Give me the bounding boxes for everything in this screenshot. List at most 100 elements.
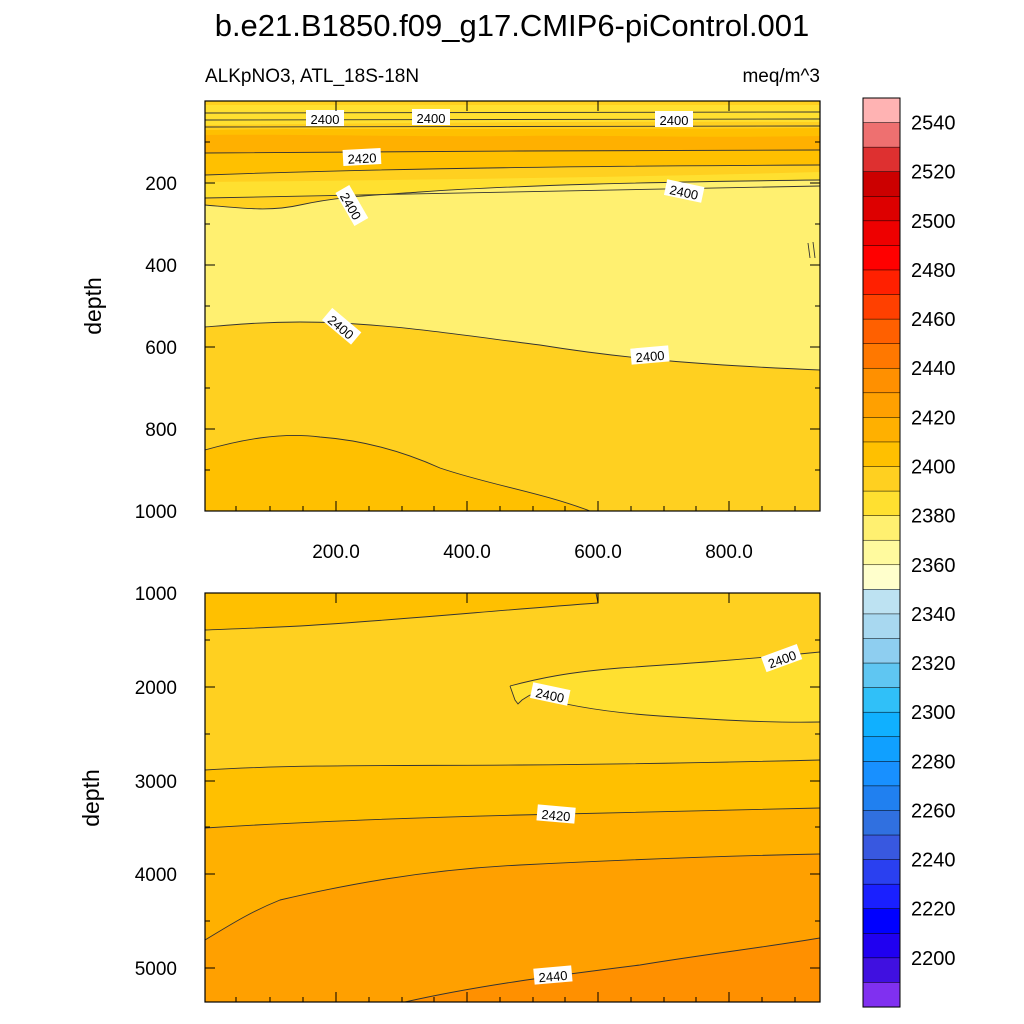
svg-text:2400: 2400: [417, 111, 446, 126]
colorbar-label: 2440: [911, 358, 956, 380]
colorbar-label: 2500: [911, 211, 956, 233]
colorbar-swatch: [862, 736, 901, 762]
contour-label: 2400: [663, 179, 705, 203]
colorbar-swatch: [862, 171, 901, 197]
units-subtitle: meq/m^3: [742, 66, 820, 87]
bottom-plot-frame: [204, 592, 821, 1003]
top-panel: 2400 2400 2400 2420 2400 2400 2400 2400 …: [80, 100, 821, 563]
bottom-panel: 2400 2400 2420 2440 1000 2000 3000 4000 …: [78, 584, 821, 1003]
colorbar-swatch: [862, 146, 901, 173]
colorbar-swatch: [862, 810, 901, 836]
svg-text:2440: 2440: [538, 968, 568, 985]
contour-band-2400-2410-deep: [205, 435, 590, 511]
colorbar-swatch: [862, 711, 901, 738]
bottom-contour-labels: 2400 2400 2420 2440: [529, 644, 803, 985]
colorbar-swatch: [862, 220, 901, 246]
y-tick-label: 600: [145, 338, 177, 359]
contour-label: 2420: [536, 804, 576, 824]
y-axis-label-bottom: depth: [78, 769, 104, 827]
colorbar-swatch: [862, 982, 901, 1008]
contour-label: 2420: [342, 148, 382, 167]
top-y-axis: 200 400 600 800 1000 depth: [80, 141, 820, 523]
chart-title: b.e21.B1850.f09_g17.CMIP6-piControl.001: [215, 8, 810, 43]
svg-text:2400: 2400: [668, 182, 699, 203]
colorbar-label: 2240: [911, 850, 956, 872]
colorbar-swatch: [862, 883, 901, 910]
colorbar-label: 2540: [911, 113, 956, 135]
colorbar-swatches: [862, 97, 901, 1008]
x-tick-label: 400.0: [443, 542, 491, 563]
colorbar-label: 2480: [911, 260, 956, 282]
colorbar-label: 2340: [911, 604, 956, 626]
contour-label: 2400: [529, 682, 571, 706]
colorbar-label: 2300: [911, 702, 956, 724]
contour-label: 2400: [306, 110, 344, 127]
y-tick-label: 800: [145, 420, 177, 441]
svg-text:2400: 2400: [311, 112, 340, 127]
svg-text:2400: 2400: [534, 685, 565, 706]
colorbar-swatch: [862, 441, 901, 468]
y-tick-label: 3000: [135, 772, 177, 793]
contour-band-2400-2410-top-corner: [205, 593, 598, 630]
y-tick-label: 5000: [135, 959, 177, 980]
x-tick-label: 800.0: [705, 542, 753, 563]
contour-band-2420-2430-near-surface: [205, 134, 820, 153]
colorbar-swatch: [862, 834, 901, 861]
colorbar-swatch: [862, 687, 901, 713]
colorbar-swatch: [862, 761, 901, 787]
colorbar-label: 2280: [911, 751, 956, 773]
y-tick-label: 1000: [135, 502, 177, 523]
colorbar-swatch: [862, 294, 901, 320]
colorbar-frame: [862, 97, 901, 1008]
colorbar-label: 2380: [911, 506, 956, 528]
bottom-contour-lines: [205, 593, 820, 1002]
colorbar-label: 2400: [911, 457, 956, 479]
colorbar-swatch: [862, 343, 901, 369]
x-tick-label: 600.0: [574, 542, 622, 563]
colorbar-swatch: [862, 957, 901, 983]
contour-band-2440-2450: [405, 938, 820, 1002]
y-axis-label-top: depth: [80, 277, 106, 335]
colorbar-swatch: [862, 392, 901, 418]
colorbar-labels: 2540 2520 2500 2480 2460 2440 2420 2400 2380 2360…: [911, 113, 956, 970]
colorbar-swatch: [862, 367, 901, 394]
contour-band-2390-2400-subsurface: [205, 172, 820, 198]
colorbar-label: 2320: [911, 653, 956, 675]
colorbar-swatch: [862, 269, 901, 296]
colorbar-swatch: [862, 613, 901, 640]
colorbar-swatch: [862, 539, 901, 566]
y-tick-label: 2000: [135, 678, 177, 699]
y-tick-label: 400: [145, 256, 177, 277]
top-contour-fills: [205, 101, 820, 511]
colorbar-swatch: [862, 589, 901, 615]
colorbar-swatch: [862, 564, 901, 590]
bottom-contour-fills: [205, 593, 820, 1002]
contour-band-2390-2400-lens: [510, 652, 820, 723]
top-x-axis: 200.0 400.0 600.0 800.0: [235, 101, 796, 563]
svg-text:2420: 2420: [347, 150, 377, 166]
bottom-x-axis-ticks: [235, 593, 796, 1002]
x-tick-label: 200.0: [312, 542, 360, 563]
colorbar-swatch: [862, 785, 901, 812]
colorbar-label: 2260: [911, 801, 956, 823]
colorbar-swatch: [862, 318, 901, 345]
colorbar-swatch: [862, 417, 901, 443]
y-tick-label: 4000: [135, 865, 177, 886]
colorbar-label: 2220: [911, 899, 956, 921]
y-tick-label: 1000: [135, 584, 177, 605]
colorbar-swatch: [862, 908, 901, 934]
svg-text:2400: 2400: [660, 113, 689, 128]
contour-label: 2400: [630, 345, 670, 365]
top-contour-labels: 2400 2400 2400 2420 2400 2400 2400 2400: [306, 109, 705, 365]
colorbar-label: 2360: [911, 555, 956, 577]
colorbar-swatch: [862, 515, 901, 541]
colorbar-swatch: [862, 122, 901, 148]
contour-band-2380-2390: [205, 180, 820, 370]
bottom-y-axis: 1000 2000 3000 4000 5000 depth: [78, 584, 820, 980]
contour-label: 2400: [655, 111, 693, 128]
colorbar-label: 2520: [911, 162, 956, 184]
svg-text:2400: 2400: [635, 348, 665, 365]
colorbar-swatch: [862, 638, 901, 664]
colorbar-swatch: [862, 97, 901, 124]
